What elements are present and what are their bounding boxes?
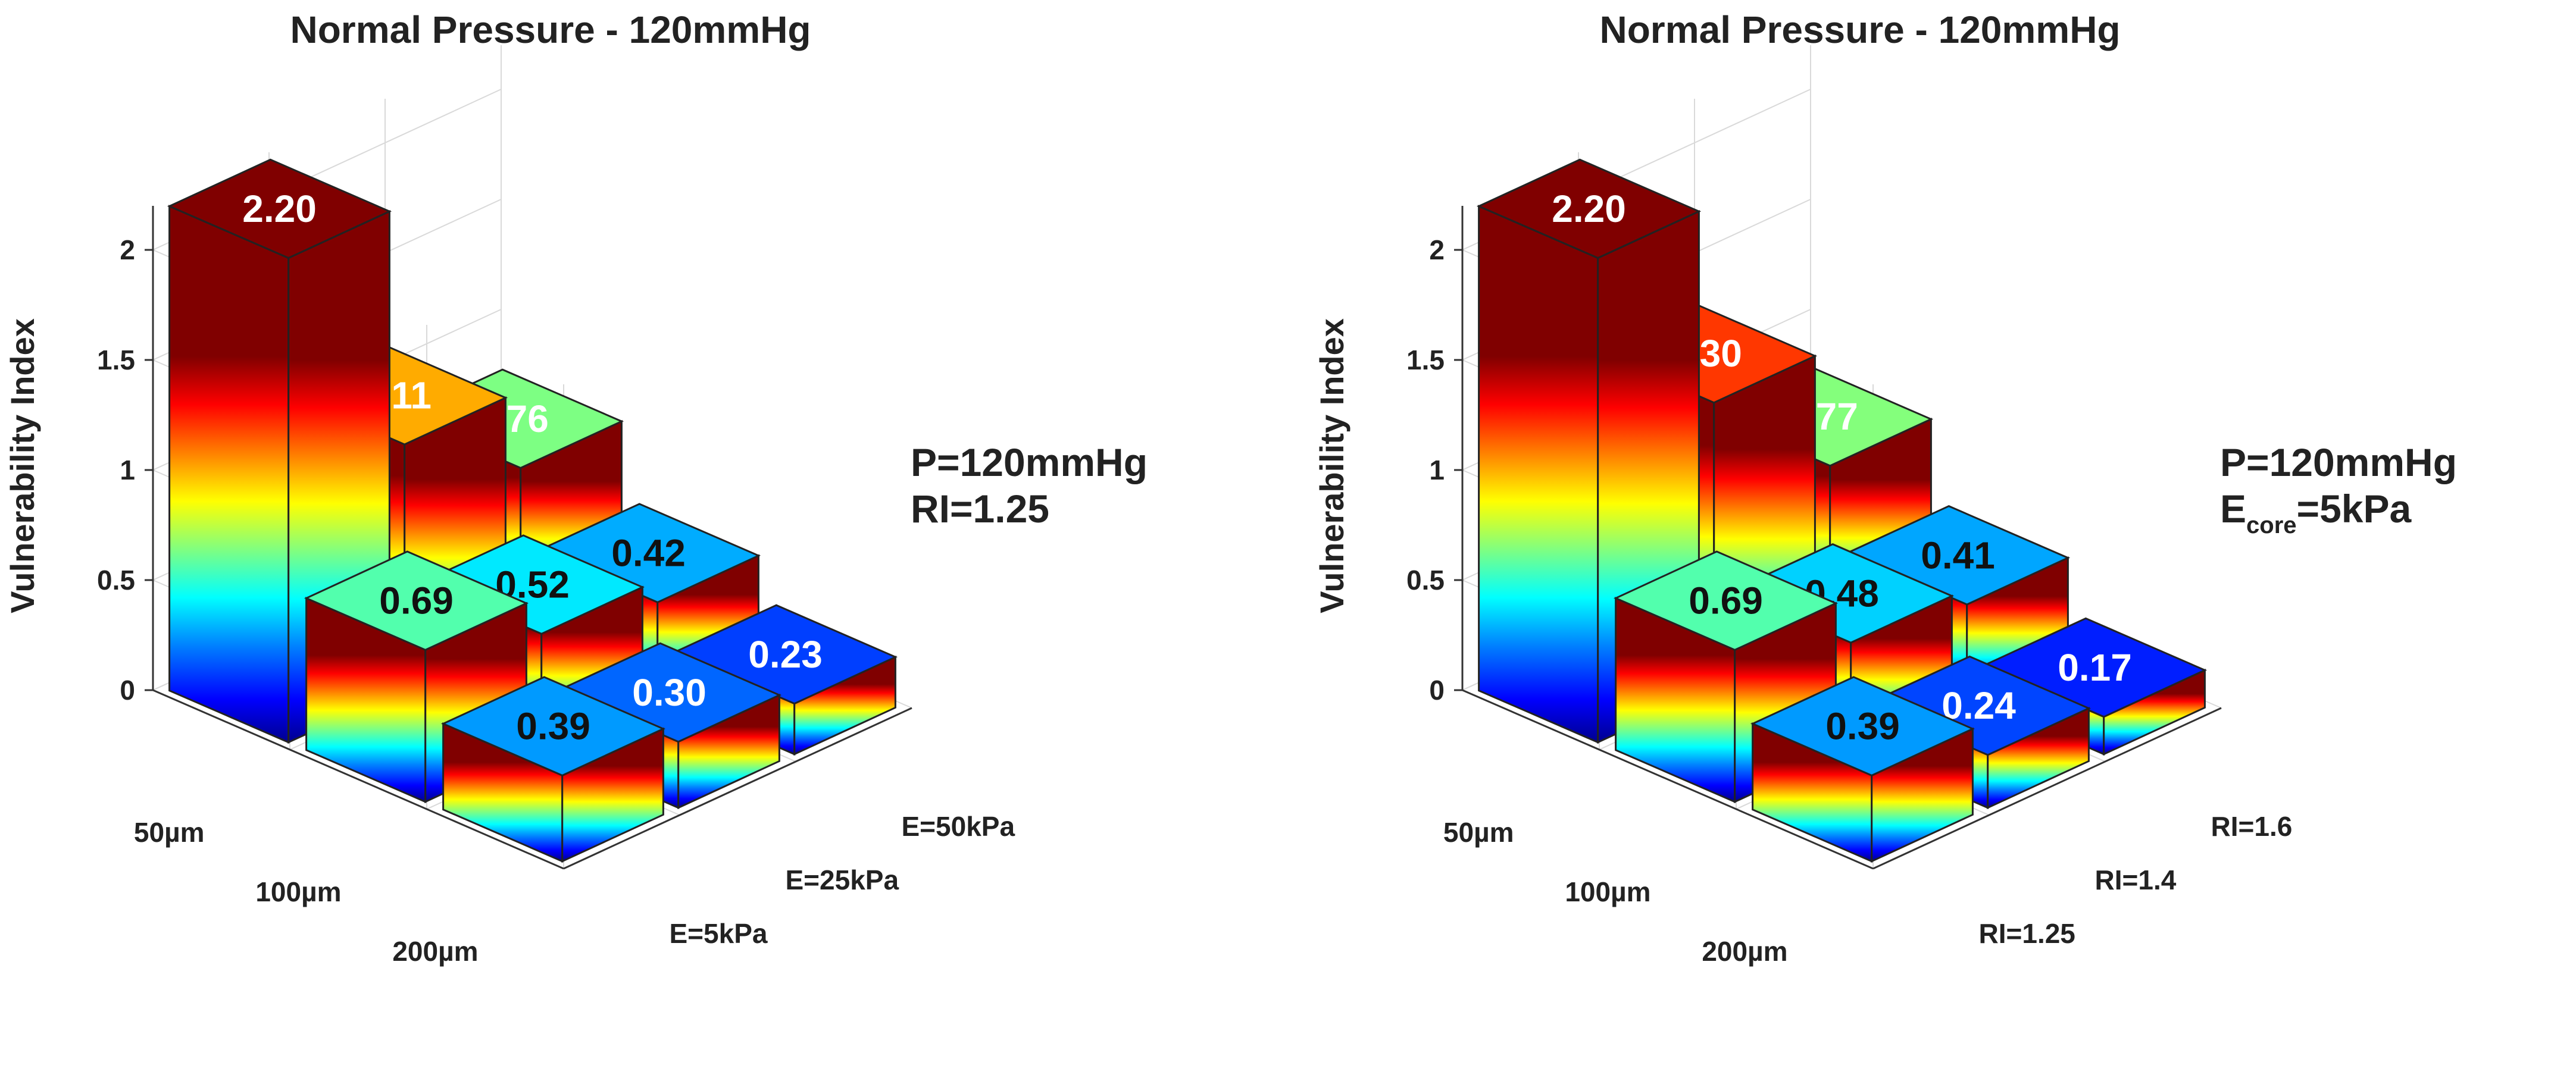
bar-top-face (1750, 676, 1975, 777)
chart-title: Normal Pressure - 120mmHg (290, 8, 811, 51)
bar-value-label: 0.23 (748, 633, 823, 676)
annotation-line: RI=1.25 (911, 487, 1049, 531)
annotation-line: P=120mmHg (911, 440, 1148, 484)
annotation-line: P=120mmHg (2220, 440, 2457, 484)
row-tick-label: 200µm (1702, 936, 1787, 967)
chart-title: Normal Pressure - 120mmHg (1599, 8, 2120, 51)
axes (152, 206, 912, 870)
bar-top-face (1613, 550, 1839, 651)
row-tick-label: 100µm (1565, 876, 1650, 907)
bar-value-label: 0.42 (611, 532, 686, 575)
z-tick-label: 1.5 (97, 344, 135, 375)
column-tick-label: E=25kPa (786, 864, 899, 895)
row-tick-label: 50µm (134, 817, 205, 848)
left-chart-panel: 0 0.5 1 1.5 2 Vulnerability Index Normal Press… (4, 8, 1148, 967)
bar-value-label: 0.41 (1921, 534, 1995, 577)
bars: 0.771.302.200.410.480.690.170.240.39 (1476, 158, 2208, 863)
z-tick-label: 1 (120, 455, 135, 485)
bar-left-face (168, 205, 290, 744)
bar-top-face (1476, 158, 1702, 259)
z-tick-label: 2 (1429, 234, 1445, 265)
bar-value-label: 0.39 (1825, 705, 1900, 748)
row-tick-label: 50µm (1443, 817, 1514, 848)
right-chart-panel: 0 0.5 1 1.5 2 Vulnerability Index Normal Press… (1313, 8, 2457, 967)
column-tick-label: RI=1.25 (1979, 918, 2075, 949)
bar-1-0: 0.69 (1613, 550, 1839, 804)
bar-value-label: 0.39 (516, 705, 590, 748)
column-tick-label: RI=1.4 (2095, 864, 2177, 895)
z-tick-label: 0 (120, 675, 135, 706)
column-tick-label: RI=1.6 (2211, 811, 2293, 842)
bars: 0.761.112.200.420.520.690.230.300.39 (167, 158, 898, 863)
bar-top-face (167, 158, 392, 259)
bar-value-label: 0.69 (379, 579, 454, 622)
z-tick-label: 1 (1429, 455, 1445, 485)
bar-2-0: 0.39 (440, 676, 666, 863)
row-tick-label: 200µm (392, 936, 478, 967)
z-tick-label: 0.5 (1406, 565, 1445, 596)
bar-2-0: 0.39 (1750, 676, 1975, 863)
bar-top-face (304, 550, 529, 651)
axes (1461, 206, 2222, 870)
bar-value-label: 0.17 (2058, 646, 2132, 689)
z-axis-label: Vulnerability Index (1313, 318, 1350, 613)
bar-left-face (1478, 205, 1599, 744)
column-tick-label: E=5kPa (670, 918, 768, 949)
z-tick-label: 0 (1429, 675, 1445, 706)
bar-value-label: 0.69 (1689, 579, 1763, 622)
z-axis-label: Vulnerability Index (4, 318, 41, 613)
z-tick-label: 1.5 (1406, 344, 1445, 375)
bar-value-label: 2.20 (1552, 187, 1626, 230)
row-tick-label: 100µm (255, 876, 341, 907)
column-tick-label: E=50kPa (902, 811, 1015, 842)
z-tick-label: 2 (120, 234, 135, 265)
bar-value-label: 2.20 (242, 187, 317, 230)
bar-value-label: 0.30 (632, 671, 706, 714)
z-tick-label: 0.5 (97, 565, 135, 596)
bar-top-face (440, 676, 666, 777)
annotation-line: Ecore=5kPa (2220, 487, 2412, 538)
